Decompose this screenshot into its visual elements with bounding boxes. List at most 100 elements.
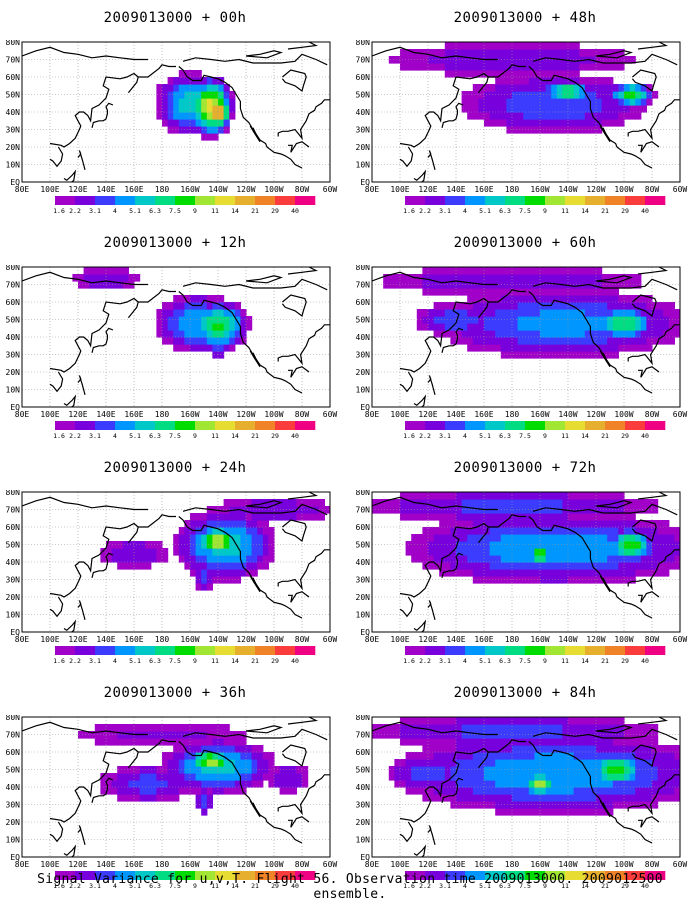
variance-cell bbox=[562, 112, 569, 120]
variance-cell bbox=[635, 773, 642, 781]
colorbar-label: 21 bbox=[251, 432, 259, 440]
variance-cell bbox=[428, 267, 435, 275]
colorbar-label: 9 bbox=[543, 882, 547, 890]
coastline bbox=[288, 816, 310, 828]
variance-cell bbox=[534, 309, 541, 317]
variance-cell bbox=[551, 738, 558, 746]
variance-cell bbox=[223, 759, 230, 767]
variance-cell bbox=[579, 492, 586, 500]
variance-cell bbox=[173, 541, 180, 549]
variance-cell bbox=[573, 84, 580, 92]
lon-tick-label: 120E bbox=[418, 635, 437, 644]
variance-cell bbox=[568, 49, 575, 57]
variance-cell bbox=[422, 773, 429, 781]
colorbar-swatch bbox=[485, 646, 506, 655]
map-frame bbox=[371, 491, 681, 633]
variance-cell bbox=[484, 70, 491, 78]
coastline bbox=[182, 728, 328, 741]
variance-cell bbox=[573, 77, 580, 85]
colorbar: 2.2 3.1 4 5.1 6.3 7.5 9 11 14 21 29 401.6 bbox=[53, 871, 316, 890]
variance-cell bbox=[596, 555, 603, 563]
variance-cell bbox=[444, 527, 451, 535]
variance-cell bbox=[212, 295, 219, 303]
colorbar-label: 7.5 bbox=[169, 207, 181, 215]
variance-cell bbox=[556, 499, 563, 507]
variance-cell bbox=[472, 759, 479, 767]
variance-cell bbox=[523, 316, 530, 324]
colorbar-swatch bbox=[275, 421, 296, 430]
variance-cell bbox=[629, 794, 636, 802]
lat-tick-label: 70N bbox=[356, 56, 371, 65]
variance-cell bbox=[212, 337, 219, 345]
variance-cell bbox=[439, 492, 446, 500]
colorbar-label: 2.2 bbox=[419, 207, 431, 215]
lon-tick-label: 160W bbox=[530, 635, 549, 644]
variance-cell bbox=[484, 323, 491, 331]
lon-tick-label: 80E bbox=[365, 185, 380, 194]
variance-cell bbox=[223, 780, 230, 788]
variance-cell bbox=[478, 766, 485, 774]
variance-cell bbox=[629, 724, 636, 732]
variance-cell bbox=[500, 323, 507, 331]
map-panel: 2009013000 + 12h EQ 10N 20N 30N 40N 50N 60N 70N 8… bbox=[0, 225, 350, 445]
variance-cell bbox=[201, 520, 208, 528]
variance-cell bbox=[517, 91, 524, 99]
coastline bbox=[413, 844, 427, 857]
variance-cell bbox=[246, 499, 253, 507]
variance-cell bbox=[528, 42, 535, 50]
variance-cell bbox=[156, 773, 163, 781]
variance-cell bbox=[500, 63, 507, 71]
variance-cell bbox=[646, 91, 653, 99]
variance-cell bbox=[422, 534, 429, 542]
variance-cell bbox=[579, 105, 586, 113]
variance-cell bbox=[450, 562, 457, 570]
colorbar-swatch bbox=[55, 196, 76, 205]
variance-cell bbox=[162, 309, 169, 317]
variance-cell bbox=[568, 499, 575, 507]
variance-cell bbox=[607, 499, 614, 507]
variance-cell bbox=[484, 344, 491, 352]
variance-cell bbox=[540, 119, 547, 127]
variance-cell bbox=[517, 267, 524, 275]
variance-cell bbox=[212, 351, 219, 359]
variance-cell bbox=[551, 70, 558, 78]
variance-cell bbox=[663, 780, 670, 788]
variance-cell bbox=[584, 91, 591, 99]
variance-cell bbox=[388, 274, 395, 282]
colorbar-swatch bbox=[625, 646, 646, 655]
variance-cell bbox=[478, 801, 485, 809]
variance-cell bbox=[78, 274, 85, 282]
variance-cell bbox=[411, 738, 418, 746]
variance-cell bbox=[590, 562, 597, 570]
variance-cell bbox=[668, 780, 675, 788]
variance-cell bbox=[173, 745, 180, 753]
variance-cell bbox=[433, 323, 440, 331]
lon-tick-label: 180 bbox=[155, 410, 170, 419]
variance-cell bbox=[428, 281, 435, 289]
variance-cell bbox=[562, 527, 569, 535]
variance-cell bbox=[663, 309, 670, 317]
variance-cell bbox=[212, 77, 219, 85]
variance-cell bbox=[500, 506, 507, 514]
variance-cell bbox=[478, 70, 485, 78]
coastlines bbox=[22, 492, 330, 632]
variance-cell bbox=[461, 717, 468, 725]
variance-cell bbox=[422, 492, 429, 500]
variance-cell bbox=[545, 316, 552, 324]
variance-cell bbox=[484, 745, 491, 753]
variance-cell bbox=[517, 316, 524, 324]
coastline bbox=[631, 294, 657, 318]
variance-cell bbox=[635, 323, 642, 331]
variance-cell bbox=[517, 302, 524, 310]
coastline bbox=[399, 821, 414, 843]
colorbar-swatch bbox=[565, 196, 586, 205]
colorbar-swatch bbox=[525, 871, 546, 880]
variance-cell bbox=[484, 295, 491, 303]
variance-cell bbox=[612, 787, 619, 795]
variance-cell bbox=[629, 738, 636, 746]
variance-cell bbox=[229, 569, 236, 577]
variance-cell bbox=[489, 323, 496, 331]
variance-cell bbox=[83, 281, 90, 289]
variance-cell bbox=[495, 738, 502, 746]
variance-cell bbox=[528, 112, 535, 120]
